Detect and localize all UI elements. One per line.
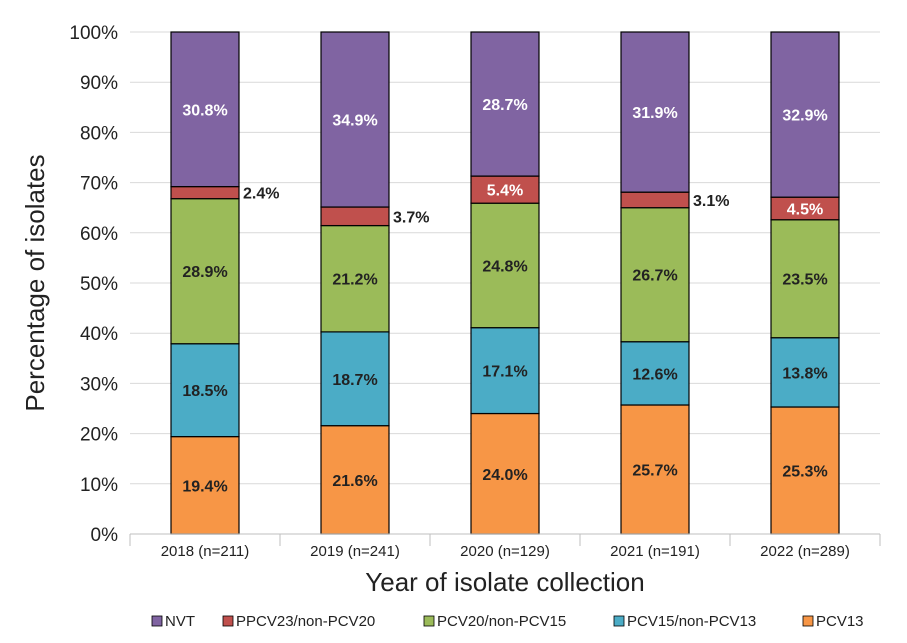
data-label: 5.4%: [487, 183, 523, 200]
y-tick-label: 30%: [80, 374, 118, 395]
y-tick-label: 0%: [91, 525, 119, 546]
legend-label: NVT: [165, 613, 195, 630]
bars: 19.4% 18.5% 28.9% 2.4% 30.8% 21.6% 18.7% 21.2% 3…: [170, 31, 840, 535]
legend-label: PCV13: [816, 613, 864, 630]
data-label: 28.7%: [482, 97, 527, 114]
data-label: 28.9%: [182, 264, 227, 281]
data-label: 34.9%: [332, 113, 377, 130]
bar-segment-pcv20-non-pcv15: [770, 219, 840, 339]
x-axis: [129, 533, 881, 546]
bar-segment-pcv13: [770, 406, 840, 535]
bar-segment-nvt: [170, 31, 240, 188]
bar-segment-pcv13: [620, 404, 690, 535]
data-label: 2.4%: [243, 186, 279, 203]
data-label: 18.7%: [332, 372, 377, 389]
data-label: 12.6%: [632, 366, 677, 383]
legend-swatch: [613, 615, 625, 627]
bar-segment-pcv15-non-pcv13: [770, 337, 840, 408]
legend-label: PCV20/non-PCV15: [437, 613, 566, 630]
bar-segment-pcv20-non-pcv15: [620, 207, 690, 343]
data-label: 26.7%: [632, 268, 677, 285]
data-label: 30.8%: [182, 102, 227, 119]
legend-label: PPCV23/non-PCV20: [236, 613, 375, 630]
data-label: 13.8%: [782, 365, 827, 382]
legend-swatch: [423, 615, 435, 627]
x-tick-label: 2022 (n=289): [760, 543, 850, 560]
data-label: 31.9%: [632, 105, 677, 122]
bar-segment-nvt: [620, 31, 690, 193]
x-axis-ticks: 2018 (n=211) 2019 (n=241) 2020 (n=129) 2021…: [161, 543, 850, 560]
data-label: 4.5%: [787, 201, 823, 218]
data-label: 21.2%: [332, 272, 377, 289]
bar-segment-pcv20-non-pcv15: [170, 198, 240, 345]
data-label: 23.5%: [782, 272, 827, 289]
x-tick-label: 2020 (n=129): [460, 543, 550, 560]
bar-segment-pcv13: [470, 412, 540, 535]
bar-segment-pcv15-non-pcv13: [320, 331, 390, 427]
bar-segment-ppcv23-non-pcv20: [170, 186, 240, 200]
bar-segment-ppcv23-non-pcv20: [320, 206, 390, 227]
data-label: 24.8%: [482, 258, 527, 275]
bar-segment-nvt: [470, 31, 540, 177]
legend: NVT PPCV23/non-PCV20 PCV20/non-PCV15 PCV15/…: [151, 613, 864, 630]
bar-segments: [170, 31, 840, 535]
data-label: 18.5%: [182, 383, 227, 400]
data-label: 25.7%: [632, 462, 677, 479]
bar-segment-nvt: [770, 31, 840, 198]
data-label: 21.6%: [332, 473, 377, 490]
legend-swatch: [151, 615, 163, 627]
y-tick-label: 50%: [80, 274, 118, 295]
y-tick-label: 80%: [80, 123, 118, 144]
bar-segment-pcv15-non-pcv13: [620, 341, 690, 406]
y-tick-label: 70%: [80, 174, 118, 195]
y-tick-label: 10%: [80, 475, 118, 496]
data-label: 24.0%: [482, 467, 527, 484]
x-tick-label: 2021 (n=191): [610, 543, 700, 560]
y-axis-ticks: 0% 10% 20% 30% 40% 50% 60% 70% 80% 90% 100%: [69, 23, 118, 546]
x-tick-label: 2019 (n=241): [310, 543, 400, 560]
bar-segment-ppcv23-non-pcv20: [470, 175, 540, 204]
bar-segment-pcv15-non-pcv13: [470, 327, 540, 415]
bar-segment-pcv13: [320, 425, 390, 535]
y-tick-label: 40%: [80, 324, 118, 345]
legend-label: PCV15/non-PCV13: [627, 613, 756, 630]
bar-segment-nvt: [320, 31, 390, 208]
x-axis-title: Year of isolate collection: [365, 567, 644, 597]
bar-segment-pcv15-non-pcv13: [170, 343, 240, 438]
data-label: 25.3%: [782, 463, 827, 480]
data-label: 3.7%: [393, 209, 429, 226]
x-tick-label: 2018 (n=211): [161, 543, 250, 560]
data-labels: 19.4% 18.5% 28.9% 2.4% 30.8% 21.6% 18.7% 21.2% 3…: [182, 97, 827, 495]
bar-segment-ppcv23-non-pcv20: [620, 191, 690, 209]
legend-swatch: [802, 615, 814, 627]
data-label: 32.9%: [782, 108, 827, 125]
bar-segment-pcv20-non-pcv15: [320, 224, 390, 333]
data-label: 17.1%: [482, 364, 527, 381]
bar-segment-pcv20-non-pcv15: [470, 202, 540, 329]
data-label: 19.4%: [182, 478, 227, 495]
y-axis-title: Percentage of isolates: [20, 154, 50, 411]
data-label: 3.1%: [693, 193, 729, 210]
y-tick-label: 90%: [80, 73, 118, 94]
y-tick-label: 60%: [80, 224, 118, 245]
legend-swatch: [222, 615, 234, 627]
y-tick-label: 20%: [80, 425, 118, 446]
y-tick-label: 100%: [69, 23, 118, 44]
